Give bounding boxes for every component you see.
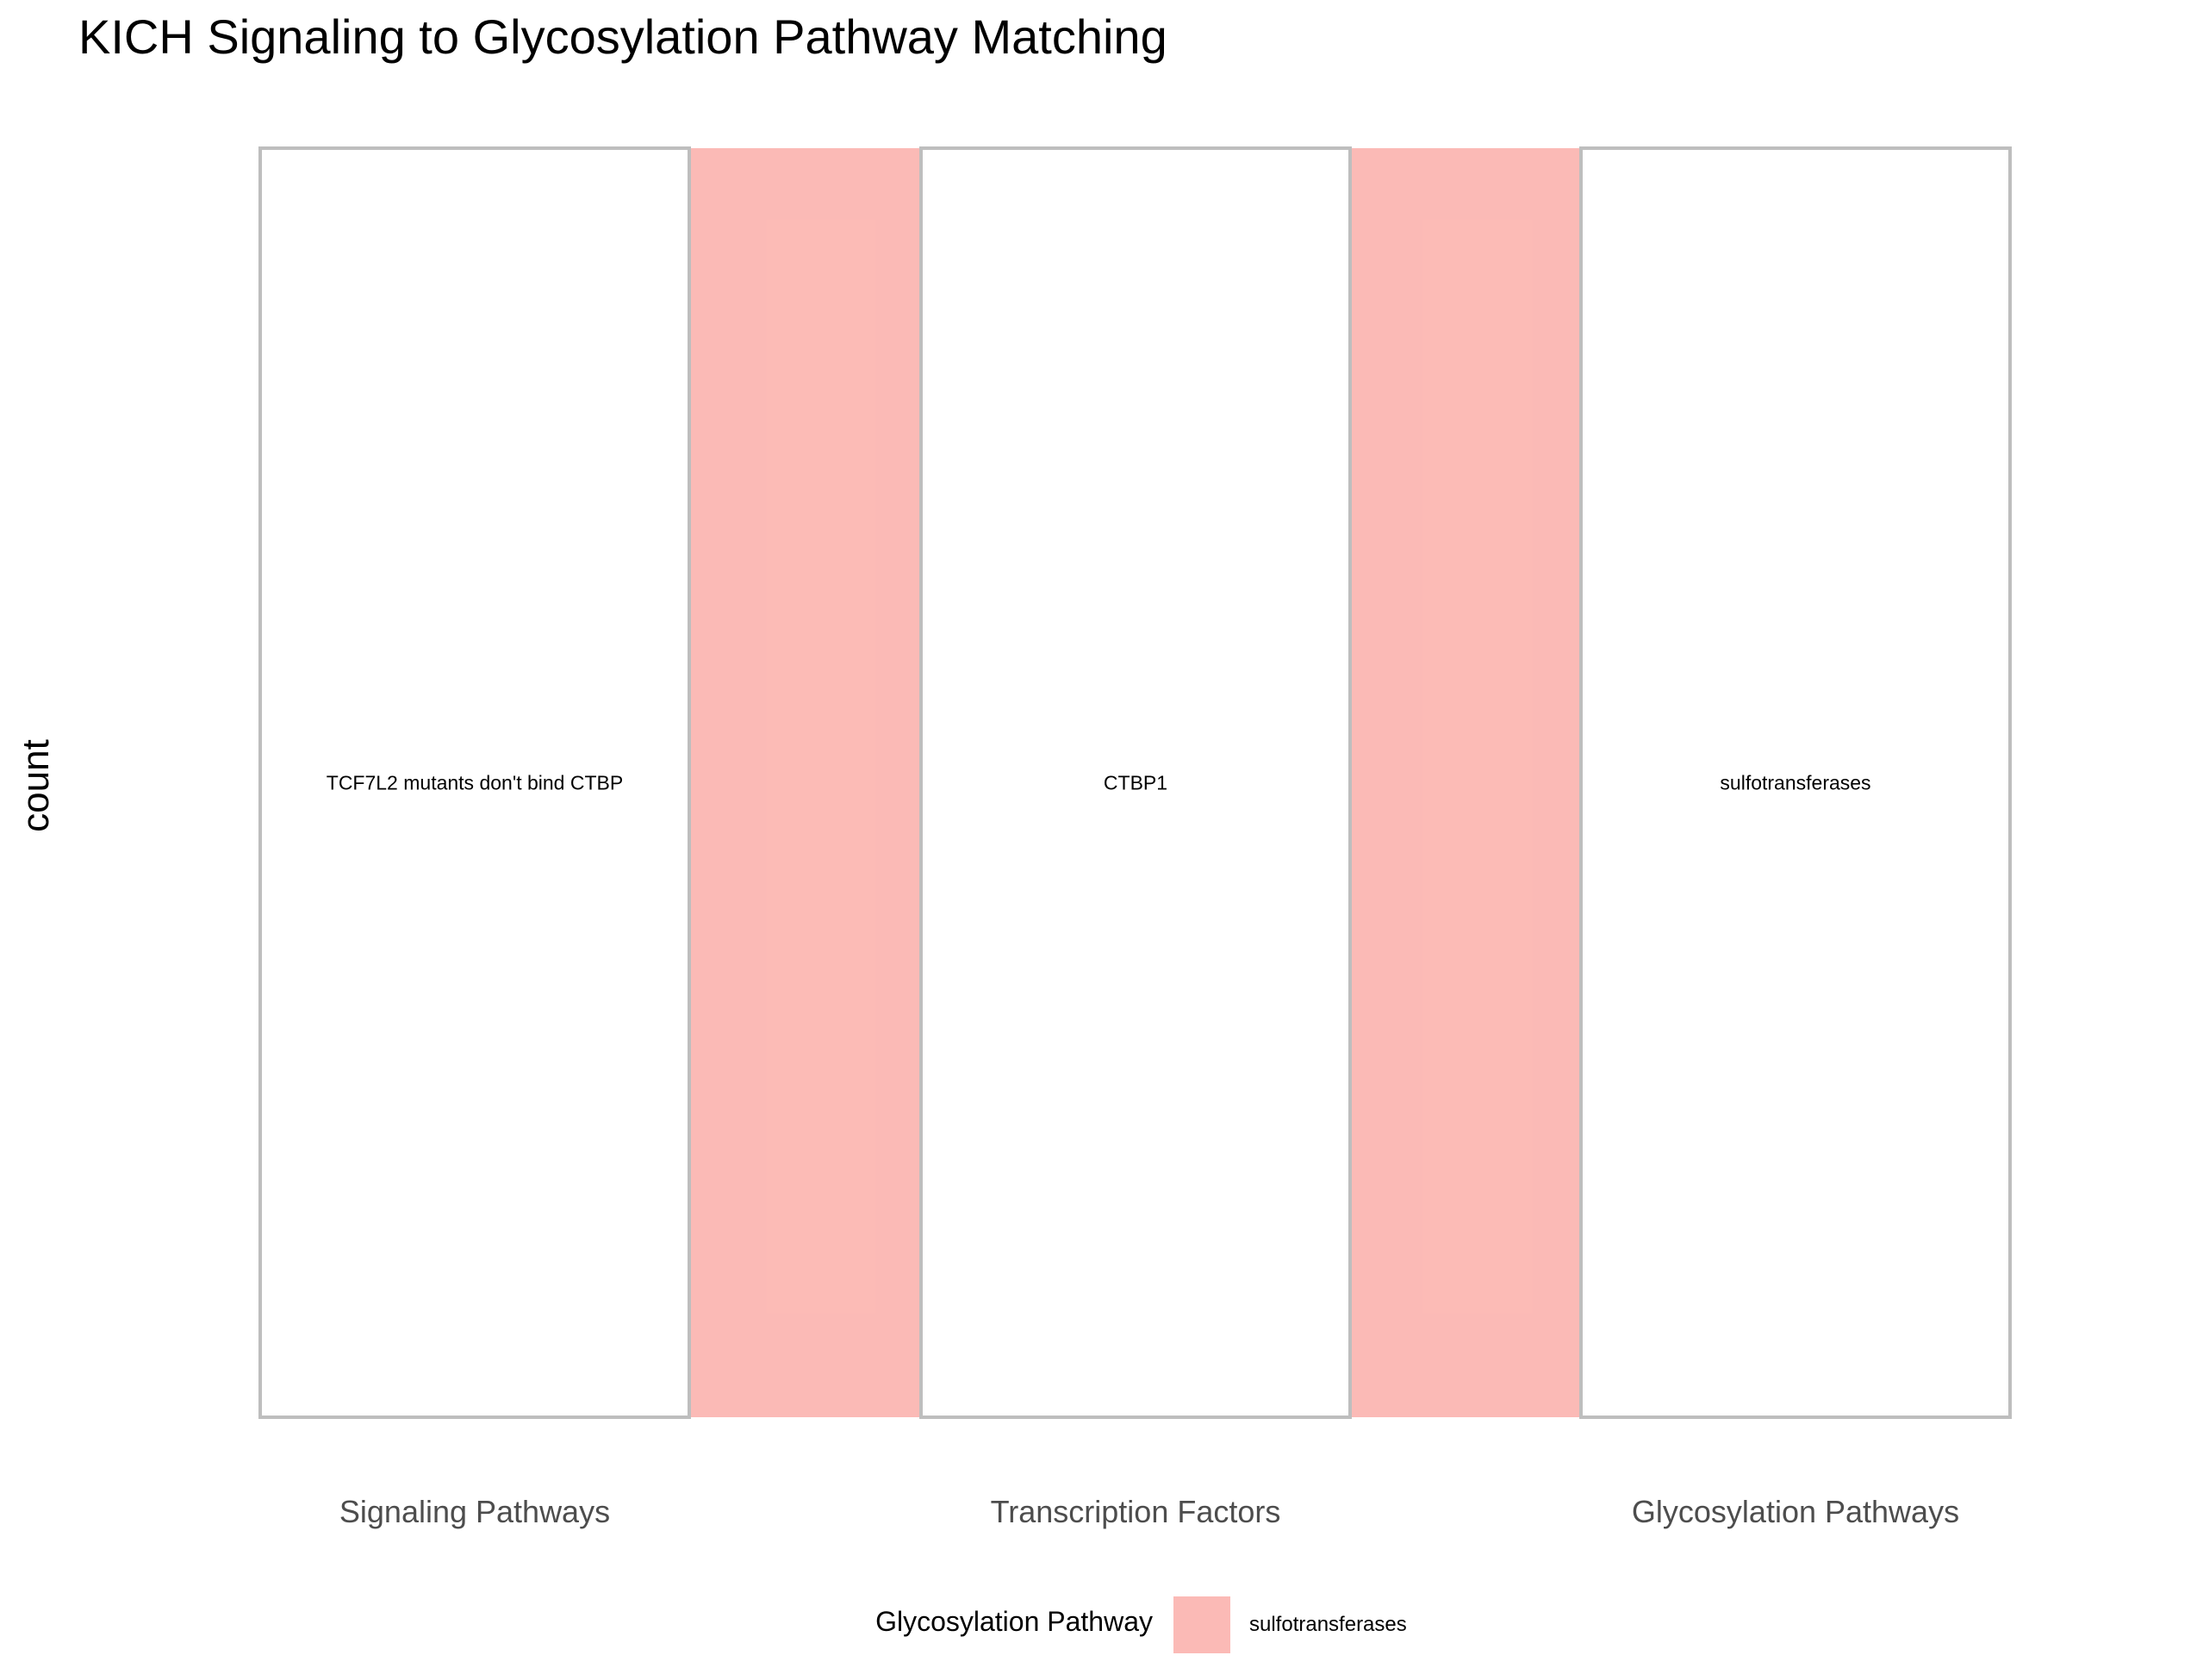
legend-swatch-sulfotransferases <box>1173 1596 1230 1653</box>
legend: Glycosylation Pathway sulfotransferases <box>875 1596 1407 1653</box>
stratum-label-1-0: CTBP1 <box>1104 772 1167 794</box>
stratum-box-0-0 <box>258 146 691 1419</box>
stratum-box-1-0 <box>919 146 1352 1419</box>
y-axis-label: count <box>15 739 57 832</box>
chart-title: KICH Signaling to Glycosylation Pathway … <box>78 9 1167 64</box>
flow-0-segment-1 <box>1350 148 1581 1417</box>
flows-layer <box>689 148 1581 1417</box>
stratum-label-2-0: sulfotransferases <box>1720 772 1870 794</box>
x-tick-label-2: Glycosylation Pathways <box>1632 1494 1959 1529</box>
legend-title: Glycosylation Pathway <box>875 1606 1153 1637</box>
flow-0-segment-0 <box>689 148 921 1417</box>
x-tick-label-1: Transcription Factors <box>991 1494 1281 1529</box>
x-axis-ticks: Signaling Pathways Transcription Factors G… <box>339 1494 1959 1529</box>
stratum-box-2-0 <box>1579 146 2012 1419</box>
legend-label-sulfotransferases: sulfotransferases <box>1249 1613 1407 1636</box>
x-tick-label-0: Signaling Pathways <box>339 1494 610 1529</box>
strata-layer: TCF7L2 mutants don't bind CTBP CTBP1 sulfo… <box>258 146 2012 1419</box>
stratum-label-0-0: TCF7L2 mutants don't bind CTBP <box>327 772 623 794</box>
